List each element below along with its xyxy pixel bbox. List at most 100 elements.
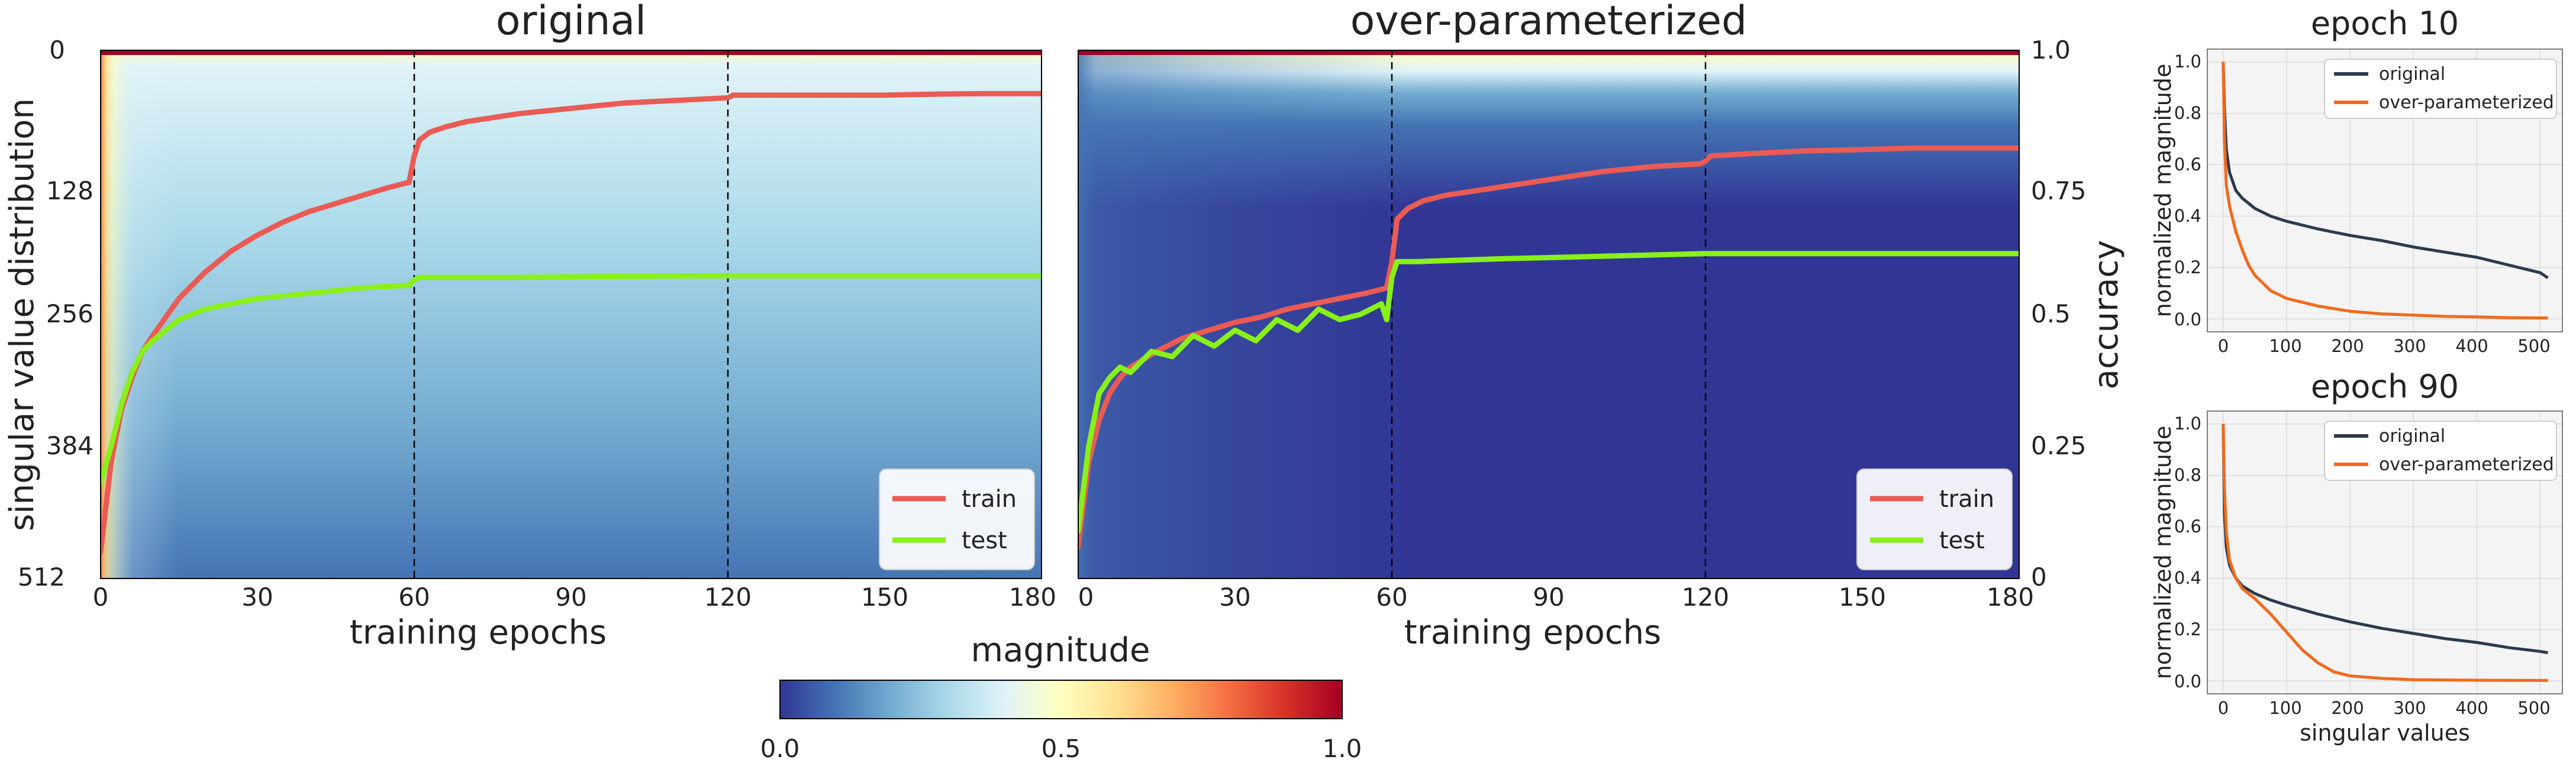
p1-legend-box xyxy=(879,468,1035,570)
p3-ytick-08: 0.8 xyxy=(2174,103,2201,123)
p2-xtick-120: 120 xyxy=(1682,583,1729,612)
p3-xtick-500: 500 xyxy=(2517,336,2550,356)
series-test-line xyxy=(1078,251,2019,534)
p4-ytick-0: 0.0 xyxy=(2174,671,2201,691)
p1-ylabel: singular value distribution xyxy=(3,98,41,531)
p4-ytick-08: 0.8 xyxy=(2174,465,2201,485)
p4-ytick-02: 0.2 xyxy=(2174,619,2201,639)
series-test-line xyxy=(101,273,1042,486)
panel-overparam: over-parameterized 0 0.25 0.5 0.75 1.0 0… xyxy=(1078,0,2126,652)
series-over-parameterized-line xyxy=(2222,62,2548,319)
p2-epoch-lines xyxy=(1391,50,1707,578)
p2-legend: train test xyxy=(1856,468,2013,570)
panel-original-title: original xyxy=(496,0,646,44)
p1-epoch-lines xyxy=(413,50,729,578)
p1-ytick-512: 512 xyxy=(18,563,65,592)
p4-legend: original over-parameterized xyxy=(2324,421,2557,481)
series-over-parameterized-line xyxy=(2222,424,2548,682)
colorbar-tick-0: 0.0 xyxy=(760,734,800,763)
p4-xtick-400: 400 xyxy=(2455,698,2488,718)
p4-xtick-200: 200 xyxy=(2331,698,2364,718)
p2-ylabel: accuracy xyxy=(2087,240,2126,390)
p3-xtick-400: 400 xyxy=(2455,336,2488,356)
p3-ytick-02: 0.2 xyxy=(2174,257,2201,277)
panel-epoch10-title: epoch 10 xyxy=(2311,5,2459,42)
p4-legend-original-label: original xyxy=(2379,426,2445,447)
p3-legend: original over-parameterized xyxy=(2324,59,2557,119)
p3-legend-original-label: original xyxy=(2379,64,2445,85)
p2-ytick-025: 0.25 xyxy=(2031,431,2087,460)
p3-ylabel: normalized magnitude xyxy=(2150,64,2176,318)
panel-original-frame xyxy=(100,50,1042,579)
p2-ytick-1: 1.0 xyxy=(2031,35,2071,64)
p4-xtick-500: 500 xyxy=(2517,698,2550,718)
p4-ytick-1: 1.0 xyxy=(2174,413,2201,434)
p1-xtick-90: 90 xyxy=(555,583,586,612)
panel-overparam-title: over-parameterized xyxy=(1350,0,1747,44)
p1-xtick-0: 0 xyxy=(93,583,109,612)
p1-ytick-256: 256 xyxy=(46,299,94,328)
p1-xlabel: training epochs xyxy=(350,613,607,652)
p3-xtick-200: 200 xyxy=(2331,336,2364,356)
p4-xtick-0: 0 xyxy=(2218,698,2229,718)
p1-xtick-180: 180 xyxy=(1009,583,1056,612)
p2-legend-train-label: train xyxy=(1939,486,1994,513)
p4-ytick-04: 0.4 xyxy=(2174,568,2201,588)
p1-xtick-150: 150 xyxy=(861,583,908,612)
p2-xtick-30: 30 xyxy=(1219,583,1250,612)
p4-xtick-100: 100 xyxy=(2269,698,2301,718)
p4-xlabel: singular values xyxy=(2300,720,2470,746)
panel-epoch10: epoch 10 0.0 0.2 0.4 0.6 0.8 1.0 0 100 2… xyxy=(2150,5,2563,356)
colorbar: magnitude 0.0 0.5 1.0 xyxy=(760,631,1362,763)
heatmap-original-top-row xyxy=(101,50,1042,55)
p1-xtick-30: 30 xyxy=(241,583,273,612)
p4-ytick-06: 0.6 xyxy=(2174,516,2201,536)
p3-ytick-06: 0.6 xyxy=(2174,154,2201,174)
p2-xlabel: training epochs xyxy=(1404,613,1661,652)
heatmap-overparam-top-row xyxy=(1078,50,2019,55)
p3-ytick-0: 0.0 xyxy=(2174,309,2201,329)
p3-legend-overparam-label: over-parameterized xyxy=(2379,92,2554,113)
p1-legend-test-label: test xyxy=(962,527,1007,554)
series-original-line xyxy=(2222,62,2549,279)
p4-ylabel: normalized magnitude xyxy=(2150,426,2176,680)
p4-legend-box xyxy=(2324,421,2557,481)
p2-accuracy-lines xyxy=(1078,145,2019,550)
p3-xtick-100: 100 xyxy=(2269,336,2301,356)
p2-legend-test-label: test xyxy=(1939,527,1985,554)
p4-xtick-300: 300 xyxy=(2393,698,2426,718)
p3-lines xyxy=(2222,62,2549,319)
p1-ytick-384: 384 xyxy=(46,431,94,460)
p1-legend: train test xyxy=(879,468,1035,570)
colorbar-label: magnitude xyxy=(971,631,1150,670)
p2-xtick-150: 150 xyxy=(1839,583,1886,612)
panel-overparam-frame xyxy=(1078,50,2020,579)
p2-xtick-90: 90 xyxy=(1533,583,1564,612)
p4-lines xyxy=(2222,424,2548,682)
p1-xtick-120: 120 xyxy=(704,583,752,612)
panel-original: original 0 128 256 384 512 0 30 60 90 12… xyxy=(3,0,1056,652)
series-train-line xyxy=(101,91,1042,555)
p1-ytick-128: 128 xyxy=(46,176,94,205)
p3-ytick-04: 0.4 xyxy=(2174,206,2201,226)
p3-xtick-300: 300 xyxy=(2393,336,2426,356)
panel-epoch90: epoch 90 0.0 0.2 0.4 0.6 0.8 1.0 0 100 2… xyxy=(2150,368,2563,746)
p4-legend-overparam-label: over-parameterized xyxy=(2379,454,2554,475)
p3-ytick-1: 1.0 xyxy=(2174,51,2201,72)
p2-xtick-60: 60 xyxy=(1376,583,1407,612)
p1-ytick-0: 0 xyxy=(49,35,65,64)
p2-ytick-0: 0 xyxy=(2031,563,2047,592)
colorbar-tick-05: 0.5 xyxy=(1042,734,1081,763)
p2-legend-box xyxy=(1856,468,2013,570)
p2-ytick-075: 0.75 xyxy=(2031,176,2087,205)
panel-epoch90-frame xyxy=(2207,411,2563,694)
p1-xtick-60: 60 xyxy=(398,583,430,612)
p2-ytick-05: 0.5 xyxy=(2031,299,2071,328)
panel-epoch10-frame xyxy=(2207,49,2563,332)
p3-xtick-0: 0 xyxy=(2218,336,2229,356)
p2-xtick-0: 0 xyxy=(1078,583,1094,612)
p3-legend-box xyxy=(2324,59,2557,119)
p1-accuracy-lines xyxy=(101,91,1042,555)
p2-xtick-180: 180 xyxy=(1987,583,2034,612)
